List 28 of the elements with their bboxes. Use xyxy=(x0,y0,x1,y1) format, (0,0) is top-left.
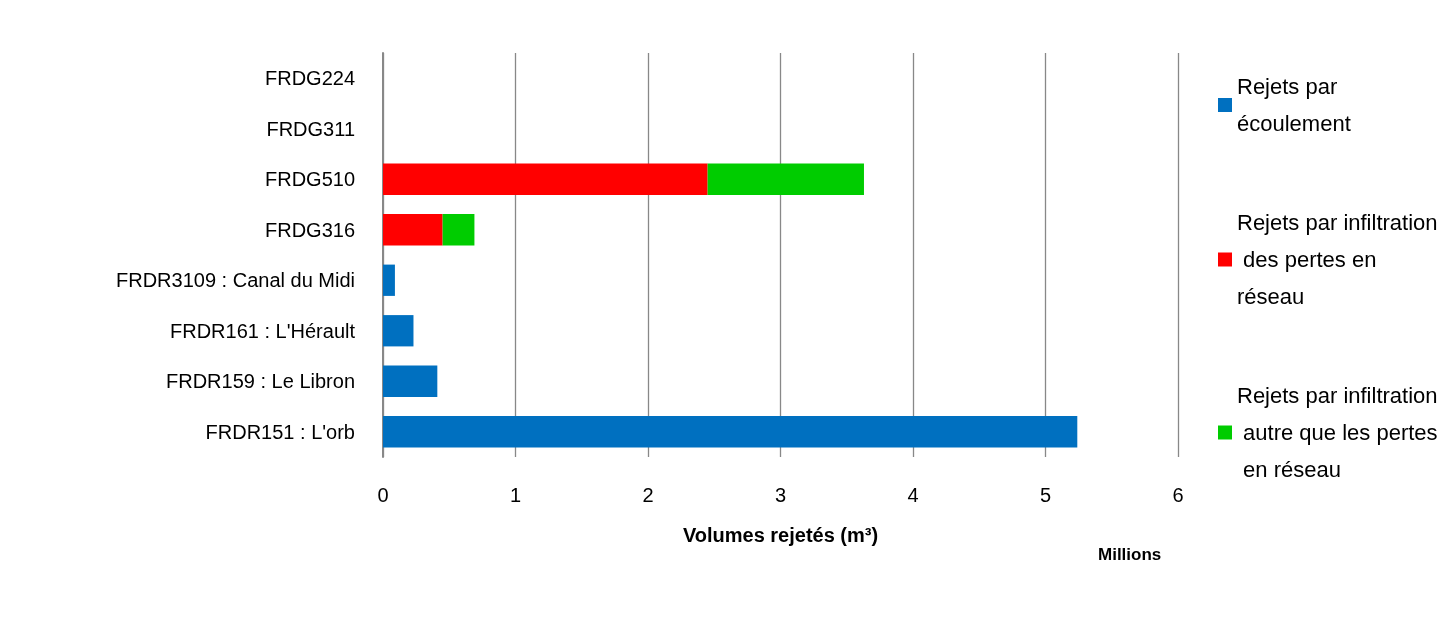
legend-label: Rejets par écoulement xyxy=(1237,74,1351,136)
y-tick-label: FRDG510 xyxy=(264,168,355,191)
x-tick-label: 1 xyxy=(509,484,522,506)
x-tick-label: 2 xyxy=(642,484,654,506)
bar xyxy=(383,214,443,246)
bar xyxy=(383,416,1078,448)
legend-label: Rejets par infiltration des pertes en réseau xyxy=(1237,210,1438,309)
x-axis-title: Volumes rejetés (m³) xyxy=(682,524,879,546)
x-tick-label: 0 xyxy=(377,484,389,506)
bar xyxy=(383,264,395,296)
bar xyxy=(442,214,475,246)
y-tick-label: FRDR161 : L'Hérault xyxy=(170,319,356,342)
y-tick-label: FRDR151 : L'orb xyxy=(205,420,355,443)
legend-label: Rejets par infiltration autre que les pertes en réseau xyxy=(1237,383,1438,482)
x-tick-label: 6 xyxy=(1172,484,1184,506)
bar xyxy=(707,163,864,195)
y-tick-label: FRDG224 xyxy=(264,67,355,90)
y-tick-label: FRDR159 : Le Libron xyxy=(166,370,355,393)
x-tick-label: 3 xyxy=(774,484,787,506)
y-tick-label: FRDG316 xyxy=(264,218,355,241)
y-tick-label: FRDG311 xyxy=(266,117,355,140)
y-tick-label: FRDR3109 : Canal du Midi xyxy=(116,269,355,292)
bar xyxy=(383,365,438,397)
bar xyxy=(383,163,708,195)
text: Millions xyxy=(1098,545,1162,564)
bar xyxy=(383,315,414,347)
x-tick-label: 5 xyxy=(1039,484,1052,506)
x-tick-label: 4 xyxy=(907,484,919,506)
